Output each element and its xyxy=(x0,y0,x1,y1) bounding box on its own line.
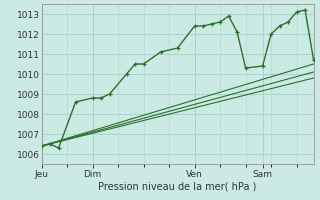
X-axis label: Pression niveau de la mer( hPa ): Pression niveau de la mer( hPa ) xyxy=(99,181,257,191)
